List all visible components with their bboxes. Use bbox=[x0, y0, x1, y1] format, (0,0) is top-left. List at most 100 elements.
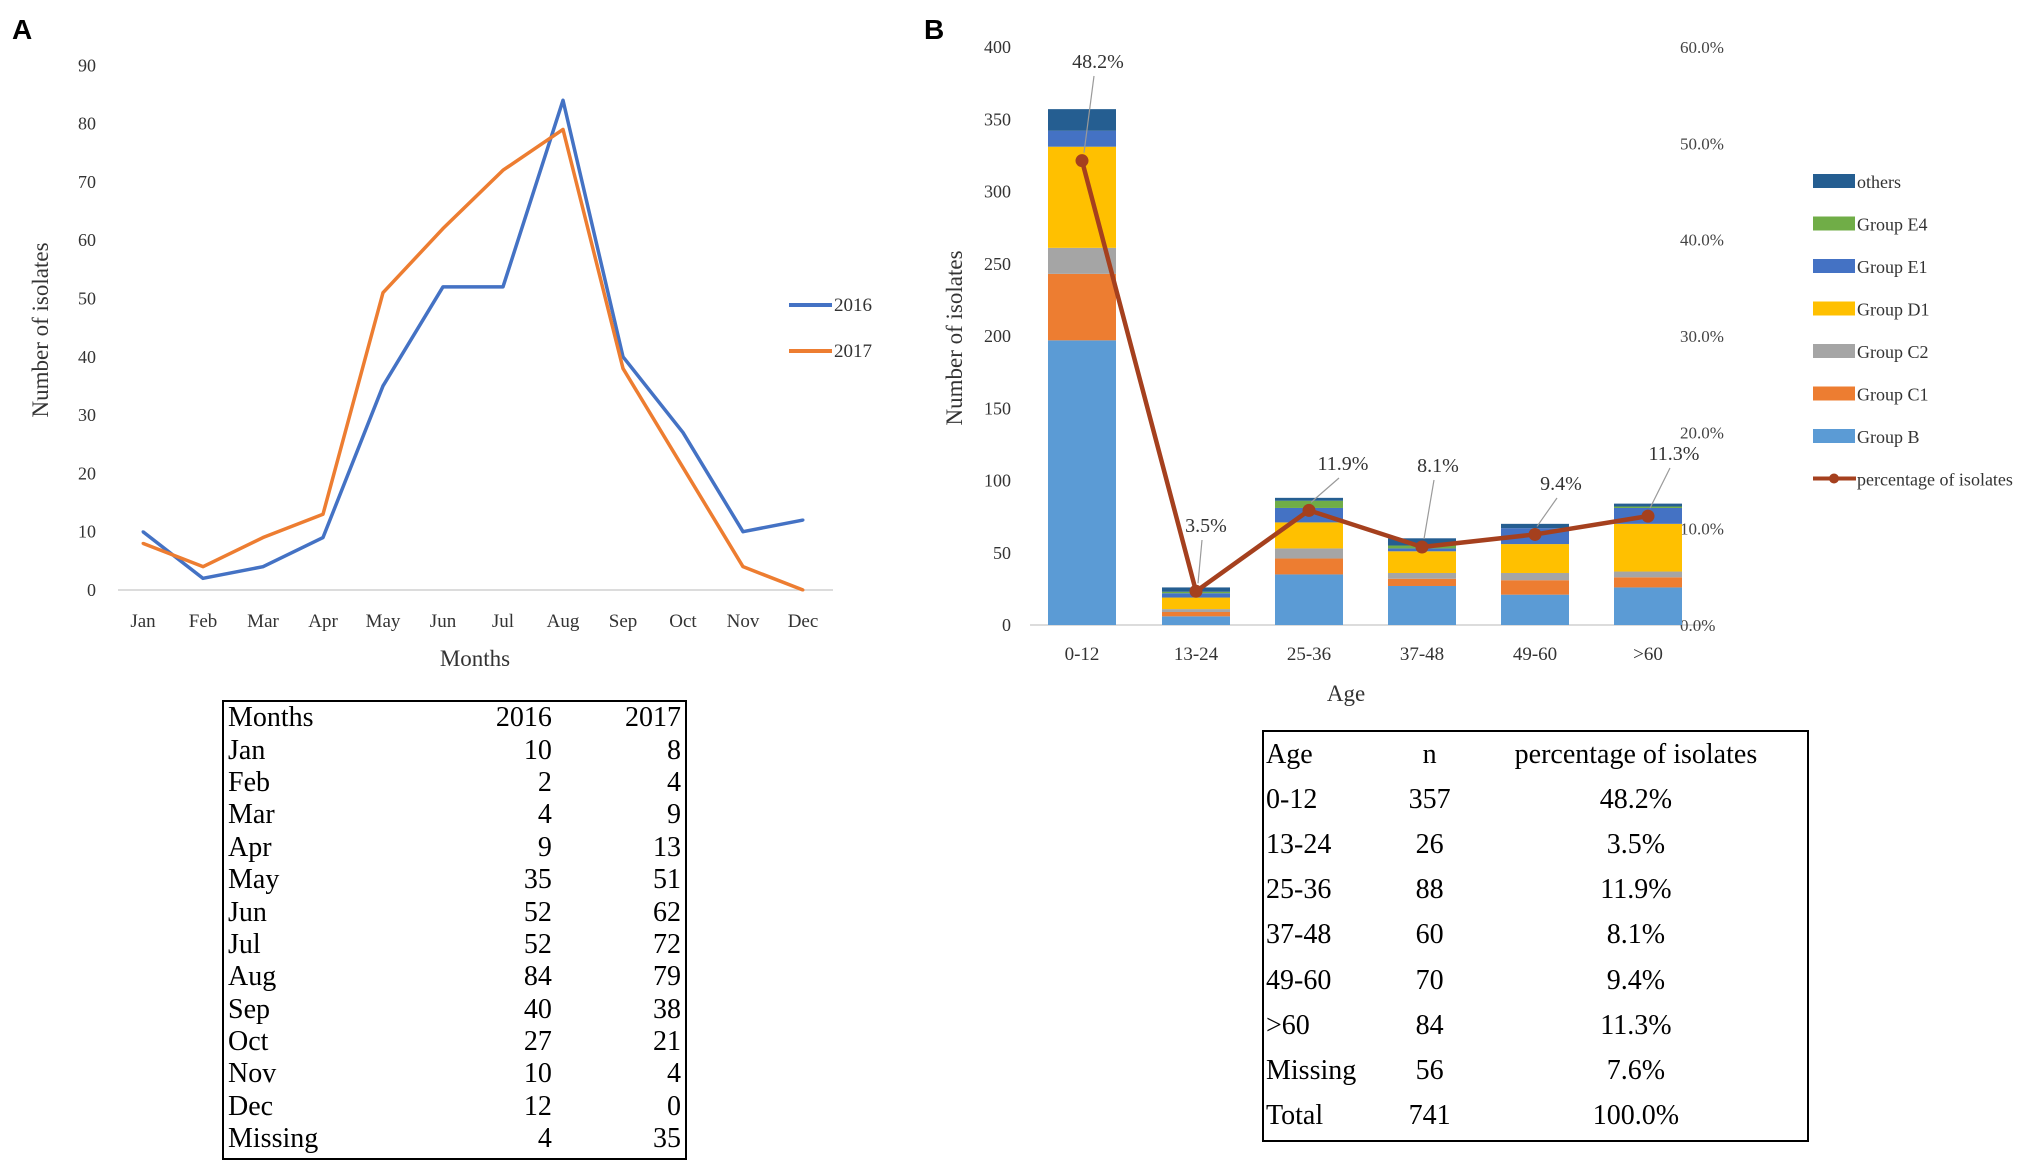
data-point-2016 bbox=[381, 384, 385, 388]
y-axis-title: Number of isolates bbox=[942, 250, 967, 425]
data-label: 8.1% bbox=[1417, 455, 1459, 477]
table-cell: 26 bbox=[1415, 828, 1444, 860]
bar-segment-group-c1 bbox=[1162, 611, 1230, 617]
legend-marker-percentage bbox=[1829, 473, 1839, 484]
table-cell: 4 bbox=[667, 766, 681, 798]
data-label-leader bbox=[1536, 497, 1558, 527]
bar-segment-group-c1 bbox=[1614, 577, 1682, 588]
data-point-2016 bbox=[321, 536, 325, 540]
table-row: 0-12 357 48.2% bbox=[1264, 777, 1807, 822]
series-line-2016 bbox=[141, 98, 804, 581]
series-line-2017 bbox=[142, 127, 804, 592]
legend-label-2017: 2017 bbox=[834, 341, 872, 362]
y2-tick-label: 40.0% bbox=[1680, 231, 1724, 250]
table-cell: 10 bbox=[523, 1058, 552, 1090]
legend-label-others: others bbox=[1857, 172, 1901, 192]
table-cell: 2016 bbox=[495, 702, 552, 734]
table-cell: Jul bbox=[228, 928, 261, 960]
percentage-point bbox=[1189, 584, 1203, 598]
table-row: Sep 40 38 bbox=[224, 994, 685, 1026]
x-tick-label: Nov bbox=[727, 611, 760, 632]
y-tick-label: 150 bbox=[984, 398, 1011, 418]
y2-tick-label: 50.0% bbox=[1680, 134, 1724, 153]
bar-segment-group-c1 bbox=[1501, 580, 1569, 595]
x-tick-label: Jul bbox=[492, 611, 514, 632]
x-tick-label: 37-48 bbox=[1400, 644, 1444, 665]
legend-swatch-group-c1 bbox=[1813, 386, 1855, 401]
data-point-2017 bbox=[261, 536, 265, 540]
y-tick-label: 90 bbox=[78, 55, 96, 75]
percentage-point bbox=[1075, 154, 1089, 168]
table-cell: 9.4% bbox=[1606, 964, 1666, 996]
table-cell: Missing bbox=[1266, 1054, 1357, 1086]
x-tick-label: May bbox=[366, 611, 401, 632]
table-cell: 8 bbox=[667, 734, 681, 766]
bar-segment-others bbox=[1048, 109, 1116, 131]
data-point-2016 bbox=[621, 355, 625, 359]
data-label-leader bbox=[1649, 467, 1671, 509]
table-cell: 35 bbox=[523, 864, 552, 896]
age-isolates-table: Age n percentage of isolates 0-12 357 48.2% 13… bbox=[1262, 730, 1809, 1142]
data-point-2017 bbox=[201, 565, 205, 569]
table-cell: 12 bbox=[523, 1090, 552, 1122]
table-cell: Jun bbox=[228, 896, 267, 928]
x-tick-label: 0-12 bbox=[1065, 644, 1100, 665]
table-cell: Oct bbox=[228, 1026, 269, 1058]
table-cell: 9 bbox=[667, 799, 681, 831]
table-row: 49-60 70 9.4% bbox=[1264, 958, 1807, 1003]
bar-segment-group-d1 bbox=[1388, 551, 1456, 573]
table-cell: Sep bbox=[228, 993, 270, 1025]
table-cell: 13-24 bbox=[1266, 828, 1332, 860]
data-point-2017 bbox=[501, 168, 505, 172]
table-cell: 49-60 bbox=[1266, 964, 1332, 996]
x-tick-label: Mar bbox=[247, 611, 279, 632]
table-cell: 56 bbox=[1415, 1054, 1444, 1086]
legend-label-group-d1: Group D1 bbox=[1857, 300, 1930, 320]
bar-segment-group-b bbox=[1614, 587, 1682, 625]
legend-label-group-e1: Group E1 bbox=[1857, 257, 1928, 277]
table-cell: 27 bbox=[523, 1026, 552, 1058]
table-row: Jan 10 8 bbox=[224, 734, 685, 766]
table-cell: 72 bbox=[653, 928, 681, 960]
bar-segment-group-e1 bbox=[1048, 130, 1116, 147]
data-label: 3.5% bbox=[1185, 515, 1227, 537]
data-point-2016 bbox=[741, 530, 745, 534]
data-point-2017 bbox=[441, 227, 445, 231]
data-point-2016 bbox=[681, 431, 685, 435]
bar-segment-group-c2 bbox=[1162, 609, 1230, 612]
data-point-2017 bbox=[321, 512, 325, 516]
table-cell: 25-36 bbox=[1266, 874, 1332, 906]
y-tick-label: 350 bbox=[984, 109, 1011, 129]
table-header-row: Age n percentage of isolates bbox=[1264, 732, 1807, 777]
table-cell: Months bbox=[228, 702, 314, 734]
data-label-leader bbox=[1197, 539, 1203, 584]
table-cell: 11.3% bbox=[1600, 1009, 1672, 1041]
table-cell: 51 bbox=[653, 864, 681, 896]
data-label-leader bbox=[1310, 477, 1340, 503]
table-cell: 2 bbox=[537, 766, 552, 798]
table-cell: 11.9% bbox=[1600, 874, 1672, 906]
y-tick-label: 30 bbox=[78, 405, 96, 425]
percentage-point bbox=[1302, 503, 1316, 517]
y-tick-label: 80 bbox=[78, 114, 96, 134]
y2-tick-label: 0.0% bbox=[1680, 616, 1715, 635]
table-cell: 2017 bbox=[625, 702, 681, 734]
bar-segment-group-b bbox=[1275, 574, 1343, 625]
y-tick-label: 100 bbox=[984, 471, 1011, 491]
monthly-isolates-table: Months 2016 2017 Jan 10 8 Feb 2 4 Mar 4 9 Apr 9 13 May 3… bbox=[222, 700, 687, 1160]
panel-label-a: A bbox=[12, 14, 33, 45]
table-cell: Feb bbox=[228, 766, 270, 798]
table-cell: Aug bbox=[228, 961, 277, 993]
y-tick-label: 20 bbox=[78, 463, 96, 483]
bar-segment-group-d1 bbox=[1501, 544, 1569, 573]
x-tick-label: Apr bbox=[308, 611, 338, 632]
table-row: Oct 27 21 bbox=[224, 1026, 685, 1058]
table-cell: 60 bbox=[1415, 919, 1444, 951]
x-axis-title: Months bbox=[440, 646, 510, 671]
table-row: Mar 4 9 bbox=[224, 799, 685, 831]
table-cell: 52 bbox=[523, 928, 552, 960]
y-tick-label: 0 bbox=[87, 580, 96, 600]
x-tick-label: 13-24 bbox=[1174, 644, 1219, 665]
legend-label-percentage: percentage of isolates bbox=[1857, 470, 2013, 490]
table-row: Nov 10 4 bbox=[224, 1058, 685, 1090]
